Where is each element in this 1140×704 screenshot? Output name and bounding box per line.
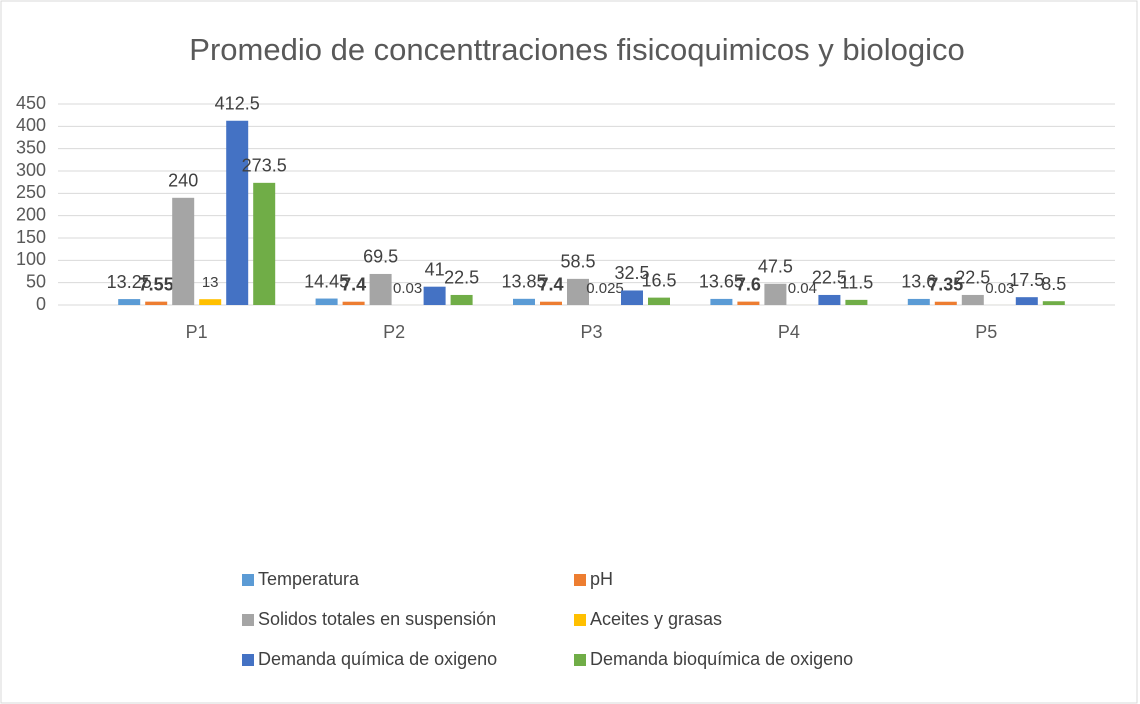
bar bbox=[621, 290, 643, 305]
bar bbox=[226, 120, 249, 305]
x-tick-label: P2 bbox=[383, 322, 405, 342]
x-tick-label: P3 bbox=[580, 322, 602, 342]
y-tick-label: 0 bbox=[36, 294, 46, 314]
y-tick-label: 150 bbox=[16, 227, 46, 247]
data-label: 7.4 bbox=[538, 274, 563, 294]
data-label: 47.5 bbox=[758, 257, 793, 277]
chart-title: Promedio de concenttraciones fisicoquimi… bbox=[189, 32, 964, 67]
data-label: 7.6 bbox=[736, 274, 761, 294]
data-label: 7.55 bbox=[139, 274, 174, 294]
bar bbox=[172, 197, 195, 305]
x-tick-label: P4 bbox=[778, 322, 800, 342]
x-tick-label: P5 bbox=[975, 322, 997, 342]
data-label: 7.35 bbox=[928, 274, 963, 294]
legend-label: Solidos totales en suspensión bbox=[258, 609, 496, 629]
x-tick-label: P1 bbox=[186, 322, 208, 342]
data-label: 240 bbox=[168, 171, 198, 191]
data-label: 412.5 bbox=[215, 94, 260, 114]
bar bbox=[199, 299, 222, 305]
y-tick-label: 350 bbox=[16, 137, 46, 157]
bar bbox=[540, 301, 562, 305]
bar bbox=[118, 299, 141, 305]
y-tick-label: 300 bbox=[16, 160, 46, 180]
data-label: 13.65 bbox=[699, 272, 744, 292]
bar bbox=[845, 299, 868, 305]
legend-label: Temperatura bbox=[258, 569, 360, 589]
data-label: 8.5 bbox=[1041, 274, 1066, 294]
bar bbox=[513, 298, 535, 305]
bar bbox=[423, 286, 446, 305]
bar bbox=[1042, 301, 1065, 305]
bar bbox=[342, 301, 365, 305]
data-label: 17.5 bbox=[1009, 270, 1044, 290]
data-label: 13 bbox=[202, 274, 219, 291]
y-tick-label: 450 bbox=[16, 93, 46, 113]
data-label: 14.45 bbox=[304, 271, 349, 291]
data-label: 0.03 bbox=[985, 280, 1014, 297]
bar bbox=[961, 294, 984, 305]
bar bbox=[253, 182, 276, 305]
data-label: 0.04 bbox=[788, 280, 817, 297]
data-label: 16.5 bbox=[641, 270, 676, 290]
y-tick-label: 100 bbox=[16, 249, 46, 269]
y-tick-label: 400 bbox=[16, 115, 46, 135]
data-label: 0.03 bbox=[393, 280, 422, 297]
legend-label: Demanda química de oxigeno bbox=[258, 649, 497, 669]
bar bbox=[145, 301, 168, 305]
bar bbox=[818, 294, 841, 305]
data-label: 11.5 bbox=[840, 273, 874, 293]
bar bbox=[450, 294, 473, 305]
bar bbox=[907, 298, 930, 305]
data-label: 7.4 bbox=[341, 274, 366, 294]
bar bbox=[648, 297, 670, 305]
data-label: 22.5 bbox=[444, 268, 479, 288]
y-tick-label: 50 bbox=[26, 271, 46, 291]
bar bbox=[1015, 297, 1038, 305]
legend-swatch bbox=[242, 654, 254, 666]
data-label: 22.5 bbox=[955, 268, 990, 288]
bar bbox=[934, 301, 957, 305]
data-label: 13.6 bbox=[901, 272, 936, 292]
legend-swatch bbox=[574, 654, 586, 666]
bar bbox=[764, 283, 787, 305]
data-label: 41 bbox=[425, 259, 445, 279]
bar bbox=[567, 278, 589, 305]
y-tick-label: 250 bbox=[16, 182, 46, 202]
bar bbox=[369, 273, 392, 305]
data-label: 0.025 bbox=[586, 280, 624, 297]
data-label: 22.5 bbox=[812, 268, 847, 288]
legend-swatch bbox=[242, 574, 254, 586]
bar bbox=[737, 301, 760, 305]
data-label: 13.25 bbox=[107, 272, 152, 292]
legend-swatch bbox=[574, 574, 586, 586]
bar bbox=[315, 298, 338, 305]
data-label: 32.5 bbox=[614, 263, 649, 283]
bar bbox=[710, 298, 733, 305]
legend-swatch bbox=[242, 614, 254, 626]
data-label: 58.5 bbox=[560, 252, 595, 272]
data-label: 273.5 bbox=[242, 156, 287, 176]
data-label: 69.5 bbox=[363, 247, 398, 267]
legend-label: Aceites y grasas bbox=[590, 609, 722, 629]
legend-swatch bbox=[574, 614, 586, 626]
y-tick-label: 200 bbox=[16, 204, 46, 224]
data-label: 13.85 bbox=[501, 272, 546, 292]
legend-label: Demanda bioquímica de oxigeno bbox=[590, 649, 853, 669]
legend-label: pH bbox=[590, 569, 613, 589]
